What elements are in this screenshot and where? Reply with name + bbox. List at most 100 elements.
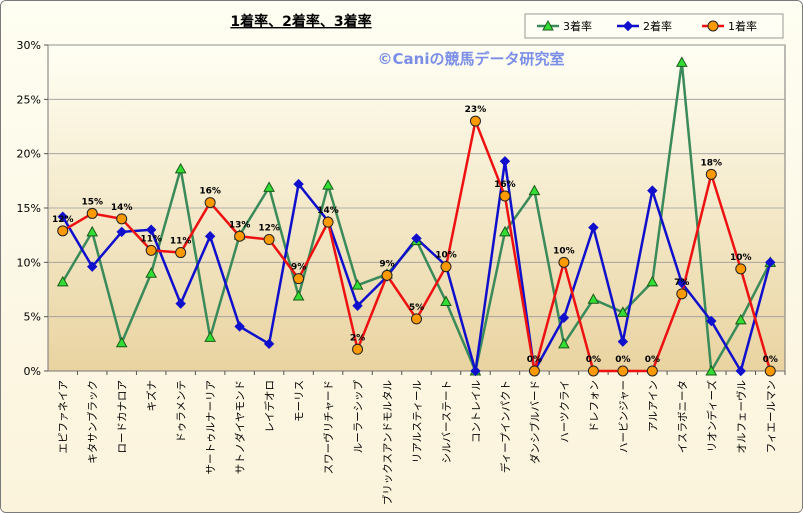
data-labels: 12% 15% 14% 11% 11% 16% 13% 12% 9% 14% 2% 9% 5% 10% 23…: [52, 105, 778, 365]
data-label: 0%: [527, 355, 542, 365]
x-tick-label: リアルスティール: [412, 380, 424, 463]
series-1-point: [174, 162, 187, 174]
series-3-point: [381, 269, 393, 281]
x-tick-label: ドレフォン: [588, 380, 600, 433]
data-label: 18%: [701, 158, 723, 168]
series-3-point: [86, 207, 98, 219]
series-3-point: [735, 263, 747, 275]
legend-swatch-marker: [707, 20, 719, 32]
series-3-point: [116, 213, 128, 225]
series-3-point: [705, 168, 717, 180]
series-3-point: [676, 288, 688, 300]
data-label: 16%: [199, 187, 221, 197]
series-3-point: [440, 261, 452, 273]
y-tick-label: 5%: [24, 311, 41, 324]
data-label: 0%: [615, 355, 630, 365]
data-label: 11%: [170, 237, 192, 247]
y-tick-label: 25%: [17, 93, 41, 106]
series-1-point: [263, 181, 275, 192]
legend-label: 1着率: [728, 19, 757, 33]
legend-swatch-marker: [622, 20, 634, 32]
x-tick-label: エピファネイア: [58, 380, 70, 454]
series-3-point: [263, 234, 275, 246]
data-label: 15%: [81, 197, 103, 207]
x-tick-label: コントレイル: [470, 380, 482, 443]
legend-label: 3着率: [563, 19, 592, 33]
data-label: 12%: [258, 224, 280, 234]
x-tick-label: サトノダイヤモンド: [234, 380, 247, 474]
y-tick-label: 20%: [17, 148, 41, 161]
series-3-point: [204, 197, 216, 209]
x-tick-label: キタサンブラック: [86, 380, 99, 464]
series-2-point: [735, 365, 746, 377]
x-tick-label: ハーツクライ: [559, 380, 571, 443]
data-label: 10%: [553, 246, 575, 256]
series-1-point: [646, 275, 659, 287]
series-3-point: [528, 365, 540, 377]
series-2-point: [57, 211, 68, 222]
series-2-point: [499, 156, 511, 167]
series-3-point: [617, 365, 629, 377]
series-1-point: [56, 275, 69, 287]
x-tick-label: モーリス: [294, 380, 306, 422]
series-2-point: [175, 298, 186, 309]
series-2-point: [706, 315, 717, 327]
y-tick-label: 30%: [17, 39, 41, 52]
x-tick-label: ドゥラメンテ: [176, 380, 188, 443]
data-label: 14%: [111, 203, 133, 213]
series-2-point: [263, 338, 275, 350]
legend-swatch-marker: [542, 19, 554, 31]
data-label: 2%: [350, 333, 365, 343]
legend-box: [524, 13, 784, 39]
series-2-point: [352, 300, 363, 312]
data-label: 12%: [52, 215, 74, 225]
series-2-point: [470, 365, 481, 377]
series-3-point: [234, 230, 246, 242]
x-tick-label: イスラボニータ: [677, 380, 689, 453]
series-1-point: [115, 336, 128, 348]
series-3-point: [411, 313, 422, 325]
series-3-point: [322, 216, 334, 228]
y-axis: 0% 5% 10% 15% 20% 25% 30%: [17, 39, 48, 378]
series-2-point: [647, 185, 658, 196]
x-tick-label: ハービンジャー: [618, 380, 630, 453]
data-label: 9%: [379, 259, 394, 269]
series-2-point: [676, 277, 688, 289]
series-1-point: [528, 184, 541, 196]
series-3-point: [469, 115, 481, 127]
series-2-point: [558, 312, 570, 323]
data-label: 13%: [229, 220, 251, 230]
x-tick-label: ブリックスアンドモルタル: [381, 380, 394, 505]
legend-label: 2着率: [643, 19, 672, 33]
x-tick-label: ルーラーシップ: [353, 380, 365, 454]
series-1-point: [499, 225, 511, 237]
x-tick-label: ダンシブルバード: [528, 380, 541, 464]
series-3-point: [558, 256, 570, 268]
x-tick-label: サートゥルナーリア: [205, 380, 217, 475]
x-tick-label: ロードカナロア: [117, 380, 129, 454]
series-2-point: [411, 233, 422, 244]
x-axis: エピファネイア キタサンブラック ロードカナロア キズナ ドゥラメンテ サートゥルナーリア…: [58, 371, 786, 505]
series-3-point: [499, 190, 511, 202]
series-2-point: [204, 231, 216, 242]
x-tick-label: スワーヴリチャード: [322, 380, 335, 474]
series-1-point: [292, 289, 305, 301]
series-2-point: [293, 178, 304, 190]
series-1-point: [675, 56, 688, 67]
x-tick-label: オルフェーヴル: [735, 380, 748, 454]
series-3-point: [646, 365, 658, 377]
series-3-point: [764, 365, 776, 377]
x-tick-label: フィエールマン: [765, 380, 777, 453]
series-1-point: [145, 267, 158, 278]
x-tick-label: キズナ: [145, 380, 158, 412]
legend: 3着率 2着率 1着率: [524, 13, 784, 39]
data-label: 0%: [645, 355, 660, 365]
series-1-point: [734, 313, 747, 325]
series-2-point: [617, 336, 629, 347]
data-label: 10%: [730, 253, 752, 263]
data-label: 7%: [674, 278, 689, 288]
series-3-point: [145, 244, 157, 256]
series-2-point: [234, 321, 245, 332]
data-label: 5%: [409, 303, 424, 313]
